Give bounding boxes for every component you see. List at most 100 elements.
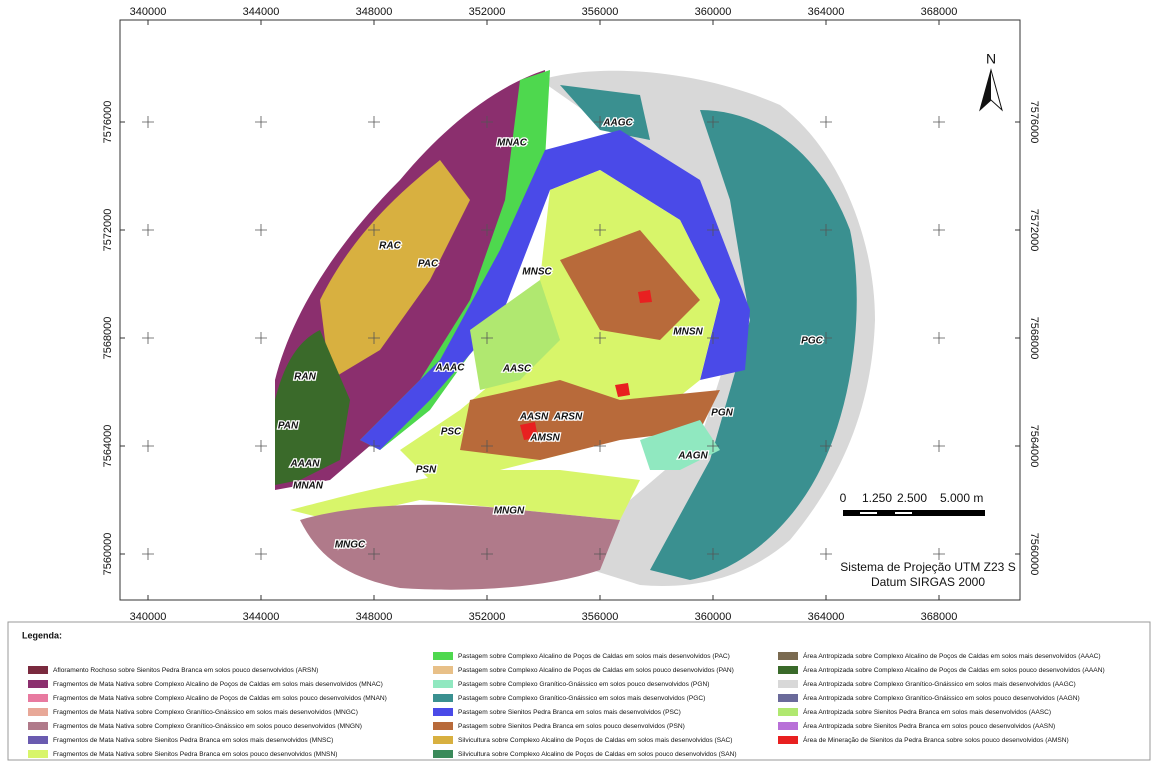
grid-cross [481, 548, 493, 560]
north-arrow-half [980, 70, 991, 110]
grid-cross [707, 548, 719, 560]
region [300, 504, 620, 590]
legend-label: Pastagem sobre Sienitos Pedra Branca em … [458, 709, 681, 716]
legend-swatch [433, 736, 453, 744]
legend-swatch [433, 722, 453, 730]
scale-label: 5.000 m [940, 491, 983, 505]
region-label: AAAN [290, 459, 321, 470]
legend-label: Pastagem sobre Sienitos Pedra Branca em … [458, 723, 685, 730]
y-tick-label: 7560000 [102, 533, 114, 576]
grid-cross [255, 116, 267, 128]
grid-cross [820, 116, 832, 128]
x-tick-label: 340000 [130, 611, 167, 623]
y-tick-label: 7564000 [1028, 425, 1040, 468]
grid-cross [142, 440, 154, 452]
scale-label: 2.500 [897, 491, 927, 505]
region-label: ARSN [553, 412, 583, 423]
legend-title: Legenda: [22, 630, 62, 640]
region-label: AAGN [677, 451, 708, 462]
legend-label: Fragmentos de Mata Nativa sobre Complexo… [53, 681, 383, 688]
x-tick-label: 352000 [469, 611, 506, 623]
region-label: AMSN [529, 433, 560, 444]
legend-swatch [28, 694, 48, 702]
legend-swatch [778, 708, 798, 716]
grid-cross [594, 440, 606, 452]
legend-swatch [433, 680, 453, 688]
region-label: RAN [294, 372, 316, 383]
grid-cross [820, 224, 832, 236]
legend-label: Área Antropizada sobre Sienitos Pedra Br… [803, 707, 1051, 716]
grid-cross [933, 548, 945, 560]
y-tick-label: 7568000 [102, 317, 114, 360]
x-tick-label: 356000 [582, 611, 619, 623]
region-label: PAN [278, 421, 299, 432]
legend-swatch [778, 666, 798, 674]
grid-cross [481, 332, 493, 344]
scale-bar-segment [860, 512, 877, 514]
grid-cross [368, 332, 380, 344]
region-label: RAC [379, 241, 401, 252]
legend-swatch [28, 736, 48, 744]
grid-cross [142, 116, 154, 128]
region-label: PGC [801, 336, 823, 347]
x-tick-label: 340000 [130, 6, 167, 18]
x-tick-label: 348000 [356, 6, 393, 18]
y-tick-label: 7576000 [102, 101, 114, 144]
grid-cross [820, 440, 832, 452]
grid-cross [594, 224, 606, 236]
x-tick-label: 344000 [243, 6, 280, 18]
legend-label: Área Antropizada sobre Complexo Granític… [803, 693, 1080, 702]
x-tick-label: 364000 [808, 611, 845, 623]
scale-bar [843, 510, 985, 516]
legend-swatch [778, 694, 798, 702]
grid-cross [594, 548, 606, 560]
land-use-map [275, 70, 875, 590]
region-label: PAC [418, 259, 439, 270]
legend-label: Área Antropizada sobre Complexo Alcalino… [803, 665, 1105, 674]
legend-label: Pastagem sobre Complexo Alcalino de Poço… [458, 653, 730, 660]
grid-cross [368, 224, 380, 236]
grid-cross [933, 440, 945, 452]
region [460, 380, 720, 460]
legend-label: Pastagem sobre Complexo Granítico-Gnáiss… [458, 695, 705, 702]
region-label: PSN [416, 465, 437, 476]
legend-swatch [433, 750, 453, 758]
region-label: MNGN [494, 506, 525, 517]
grid-cross [820, 332, 832, 344]
region-label: MNSN [673, 327, 703, 338]
grid-cross [255, 548, 267, 560]
region-label: MNSC [522, 267, 552, 278]
grid-cross [368, 116, 380, 128]
legend-swatch [433, 708, 453, 716]
y-tick-label: 7572000 [1028, 209, 1040, 252]
x-tick-label: 352000 [469, 6, 506, 18]
legend-swatch [778, 652, 798, 660]
grid-cross [255, 440, 267, 452]
legend-swatch [778, 722, 798, 730]
grid-cross [820, 548, 832, 560]
grid-cross [707, 116, 719, 128]
legend-swatch [433, 652, 453, 660]
scale-bar-body [843, 510, 985, 516]
region [470, 280, 560, 390]
legend-label: Pastagem sobre Complexo Alcalino de Poço… [458, 667, 734, 674]
region-label: AAAC [435, 363, 466, 374]
region [560, 85, 650, 140]
region-label: MNAC [497, 138, 528, 149]
legend-swatch [28, 680, 48, 688]
legend-label: Silvicultura sobre Complexo Alcalino de … [458, 751, 737, 758]
x-tick-label: 356000 [582, 6, 619, 18]
legend-label: Fragmentos de Mata Nativa sobre Complexo… [53, 709, 358, 716]
region-label: AAGC [602, 118, 633, 129]
grid-cross [933, 224, 945, 236]
x-tick-label: 364000 [808, 6, 845, 18]
x-tick-label: 368000 [921, 6, 958, 18]
grid-cross [255, 224, 267, 236]
x-tick-label: 344000 [243, 611, 280, 623]
region [520, 422, 538, 440]
grid-cross [255, 332, 267, 344]
legend-label: Área Antropizada sobre Sienitos Pedra Br… [803, 721, 1055, 730]
region-label: AASC [502, 364, 532, 375]
y-tick-label: 7576000 [1028, 101, 1040, 144]
